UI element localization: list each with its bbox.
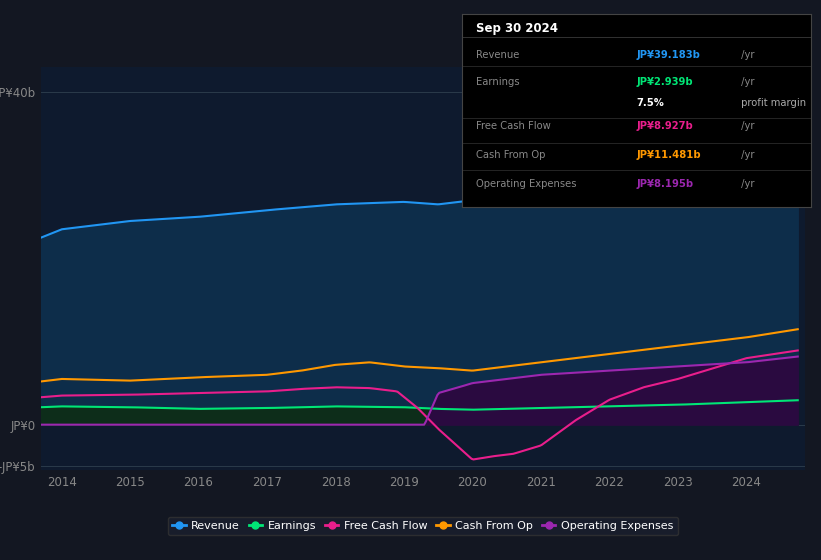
Text: Revenue: Revenue [476, 50, 520, 59]
Text: /yr: /yr [738, 50, 754, 59]
Legend: Revenue, Earnings, Free Cash Flow, Cash From Op, Operating Expenses: Revenue, Earnings, Free Cash Flow, Cash … [167, 516, 678, 535]
Text: /yr: /yr [738, 150, 754, 160]
Text: /yr: /yr [738, 179, 754, 189]
Text: /yr: /yr [738, 77, 754, 87]
Text: /yr: /yr [738, 121, 754, 131]
Text: Sep 30 2024: Sep 30 2024 [476, 22, 558, 35]
Text: JP¥39.183b: JP¥39.183b [637, 50, 700, 59]
Text: JP¥8.927b: JP¥8.927b [637, 121, 694, 131]
Text: Earnings: Earnings [476, 77, 520, 87]
Text: 7.5%: 7.5% [637, 98, 664, 108]
Text: Cash From Op: Cash From Op [476, 150, 546, 160]
Text: JP¥8.195b: JP¥8.195b [637, 179, 694, 189]
Text: JP¥2.939b: JP¥2.939b [637, 77, 693, 87]
Text: JP¥11.481b: JP¥11.481b [637, 150, 701, 160]
Text: profit margin: profit margin [738, 98, 806, 108]
Text: Free Cash Flow: Free Cash Flow [476, 121, 551, 131]
Text: Operating Expenses: Operating Expenses [476, 179, 576, 189]
